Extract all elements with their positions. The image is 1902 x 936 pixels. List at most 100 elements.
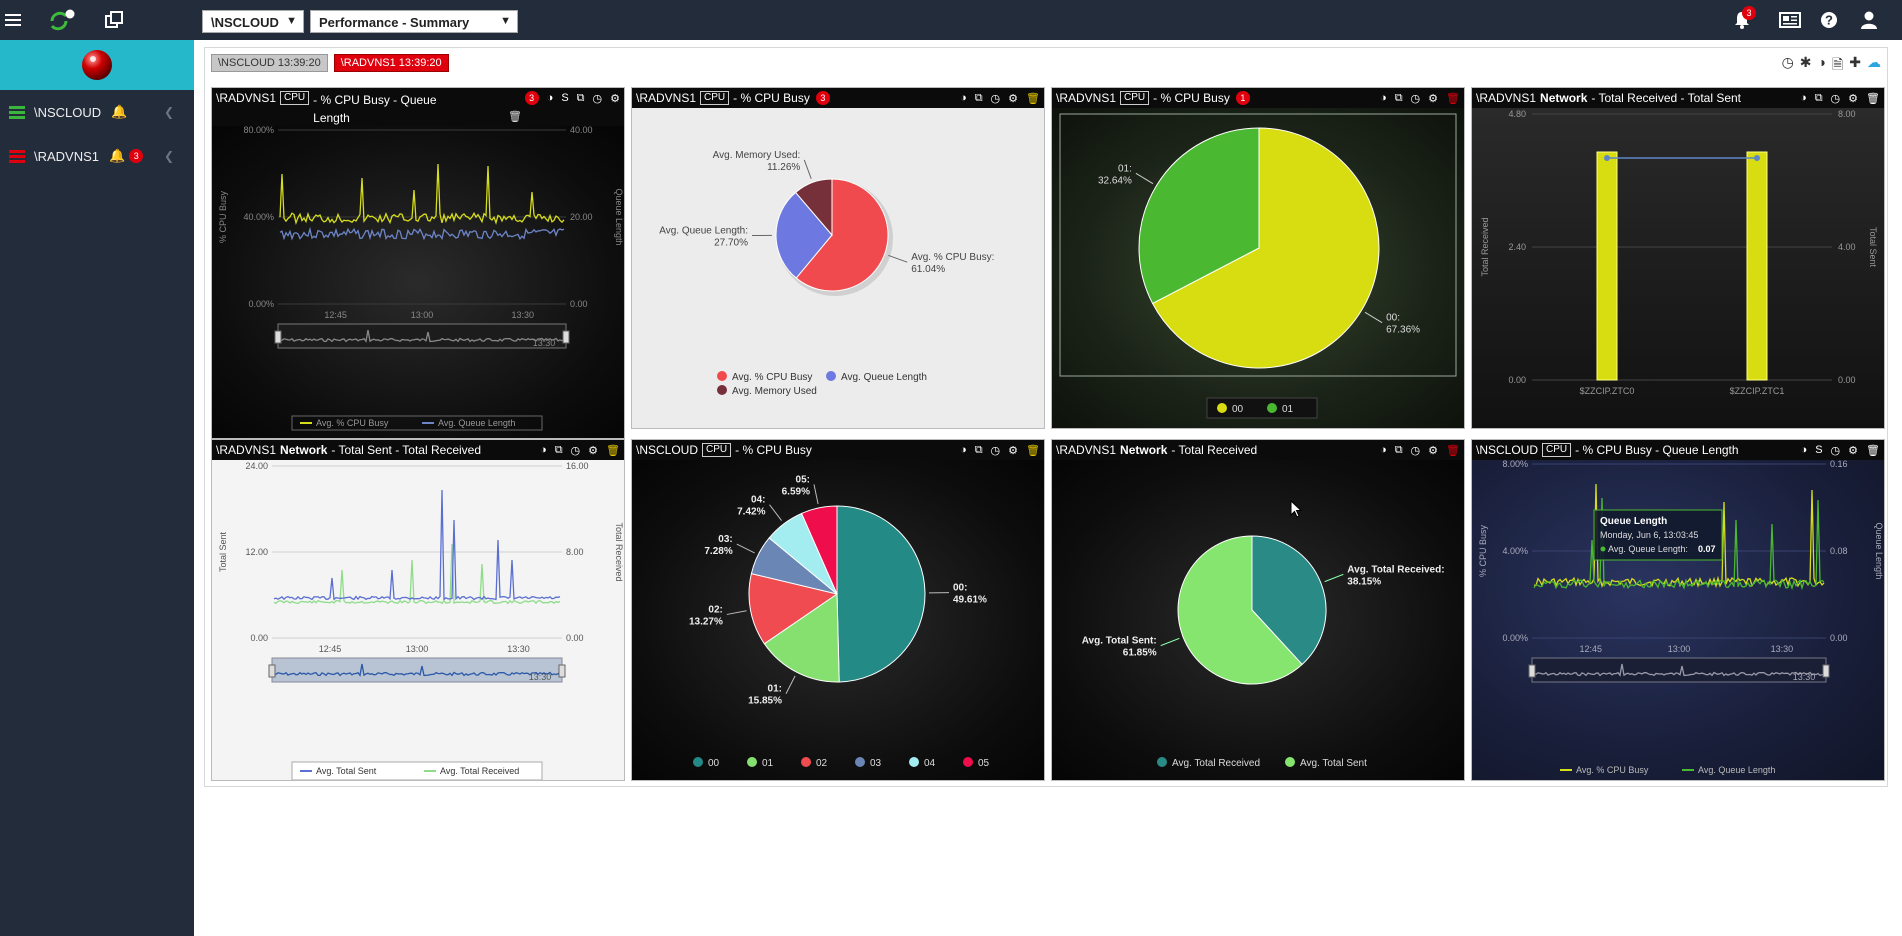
panel-tag: CPU [1542, 443, 1572, 457]
menu-icon[interactable] [2, 0, 24, 40]
navigator-line [1533, 663, 1825, 677]
chevron-left-icon[interactable]: ❮ [163, 105, 174, 119]
copy-windows-icon[interactable] [102, 0, 126, 40]
contrast-icon[interactable]: ◑ [1817, 54, 1826, 70]
cloud-icon[interactable]: ☁ [1867, 54, 1881, 70]
clock-icon[interactable]: ◷ [592, 92, 603, 105]
pie-leader [1135, 172, 1154, 185]
news-icon[interactable] [1776, 0, 1804, 40]
gear-icon[interactable]: ⚙ [588, 444, 599, 457]
contrast-icon[interactable]: ◑ [1800, 444, 1808, 456]
tab-nscloud[interactable]: \NSCLOUD 13:39:20 [211, 54, 328, 72]
refresh-icon[interactable] [46, 0, 76, 40]
clock-icon[interactable]: ◷ [1781, 54, 1794, 70]
mouse-cursor-icon [1290, 500, 1303, 518]
panel-header: \RADVNS1 CPU - % CPU Busy - Queue Length… [212, 88, 624, 126]
help-icon[interactable]: ? [1816, 0, 1842, 40]
trash-icon[interactable]: 🗑 [508, 111, 522, 123]
clock-icon[interactable]: ◷ [1410, 92, 1421, 105]
clock-icon[interactable]: ◷ [990, 92, 1001, 105]
copy-icon[interactable]: ⧉ [554, 443, 563, 456]
trash-icon[interactable]: 🗑 [1866, 92, 1880, 105]
pie-leader [1160, 637, 1180, 647]
panel-system: \NSCLOUD [636, 443, 699, 457]
pie-value: 6.59% [782, 486, 810, 497]
tooltip [1593, 509, 1723, 561]
sidebar-item-radvns1[interactable]: \RADVNS1 🔔 3 ❮ [0, 134, 194, 178]
view-select[interactable]: Performance - Summary ▼ [310, 10, 518, 33]
gear-icon[interactable]: ⚙ [1008, 92, 1019, 105]
legend-marker [855, 757, 865, 767]
notifications-button[interactable]: 3 [1728, 0, 1756, 40]
contrast-icon[interactable]: ◑ [1380, 444, 1387, 456]
clock-icon[interactable]: ◷ [1410, 444, 1421, 457]
contrast-icon[interactable]: ◑ [1380, 92, 1387, 104]
copy-icon[interactable]: ⧉ [974, 443, 983, 456]
gear-icon[interactable]: ⚙ [610, 92, 620, 105]
chevron-left-icon[interactable]: ❮ [163, 149, 174, 163]
gear-icon[interactable]: ⚙ [1848, 92, 1859, 105]
legend-label: Avg. % CPU Busy [316, 418, 389, 428]
navigator-handle-left [274, 330, 282, 344]
clock-icon[interactable]: ◷ [990, 444, 1001, 457]
trash-icon[interactable]: 🗑 [1026, 444, 1040, 457]
system-select[interactable]: \NSCLOUD ▼ [202, 10, 304, 33]
copy-icon[interactable]: ⧉ [1814, 91, 1823, 104]
trash-icon[interactable]: 🗑 [1866, 444, 1880, 457]
trash-icon[interactable]: 🗑 [1026, 92, 1040, 105]
y-right-tick: 20.00 [570, 212, 593, 222]
series-queue-length [279, 226, 565, 241]
document-icon[interactable]: 🗎 [1832, 56, 1844, 72]
gear-icon[interactable]: ✱ [1799, 54, 1812, 70]
s-toggle[interactable]: S [561, 92, 569, 104]
contrast-icon[interactable]: ◑ [540, 444, 547, 456]
copy-icon[interactable]: ⧉ [1394, 443, 1403, 456]
y-left-tick: 24.00 [245, 461, 268, 471]
contrast-icon[interactable]: ◑ [546, 92, 554, 104]
clock-icon[interactable]: ◷ [570, 444, 581, 457]
panel-system: \NSCLOUD [1476, 443, 1539, 457]
pie-value: 11.26% [767, 162, 800, 173]
copy-icon[interactable]: ⧉ [576, 91, 585, 104]
trash-icon[interactable]: 🗑 [1446, 92, 1460, 105]
tab-radvns1[interactable]: \RADVNS1 13:39:20 [333, 54, 449, 72]
panel-header: \RADVNS1 CPU - % CPU Busy 1 ◑ ⧉ ◷ ⚙ 🗑 [1052, 88, 1464, 108]
legend-label: Avg. Total Received [440, 766, 519, 776]
panel-cpu-busy-radvns1: \RADVNS1 CPU - % CPU Busy 3 ◑ ⧉ ◷ ⚙ 🗑 Av… [631, 87, 1045, 429]
gear-icon[interactable]: ⚙ [1848, 444, 1859, 457]
bar [1746, 151, 1768, 381]
add-icon[interactable]: ✚ [1849, 54, 1861, 70]
pie-slice-01 [763, 593, 840, 683]
panel-system: \RADVNS1 [1056, 91, 1117, 105]
trash-icon[interactable]: 🗑 [606, 444, 620, 457]
top-bar: \NSCLOUD ▼ Performance - Summary ▼ 3 ? [0, 0, 1902, 40]
notification-badge: 3 [1742, 6, 1756, 20]
clock-icon[interactable]: ◷ [1830, 444, 1841, 457]
server-green-icon [9, 106, 25, 119]
bell-icon[interactable]: 🔔 [109, 148, 126, 163]
panel-tools: ◑ ⧉ ◷ ⚙ 🗑 [1800, 88, 1880, 108]
copy-icon[interactable]: ⧉ [1394, 91, 1403, 104]
pie-leader [813, 484, 819, 505]
gear-icon[interactable]: ⚙ [1008, 444, 1019, 457]
trash-icon[interactable]: 🗑 [1446, 444, 1460, 457]
sidebar-item-nscloud[interactable]: \NSCLOUD 🔔 ❮ [0, 90, 194, 134]
panel-header: \NSCLOUD CPU - % CPU Busy - Queue Length… [1472, 440, 1884, 460]
copy-icon[interactable]: ⧉ [974, 91, 983, 104]
pie-chart-nscloud-processors: 00:49.61% 01:15.85% 02:13.27% 03:7.28% 04:7.… [689, 474, 990, 769]
contrast-icon[interactable]: ◑ [1800, 92, 1807, 104]
gear-icon[interactable]: ⚙ [1428, 92, 1439, 105]
legend-marker [801, 757, 811, 767]
navigator-label: 13:30 [529, 672, 552, 682]
pie-value: 49.61% [953, 595, 987, 606]
clock-icon[interactable]: ◷ [1830, 92, 1841, 105]
s-toggle[interactable]: S [1815, 444, 1823, 456]
contrast-icon[interactable]: ◑ [960, 92, 967, 104]
contrast-icon[interactable]: ◑ [960, 444, 967, 456]
pie-label: 01: [768, 684, 782, 695]
user-icon[interactable] [1856, 0, 1882, 40]
dashboard-frame: \NSCLOUD 13:39:20 \RADVNS1 13:39:20 ◷ ✱ … [204, 47, 1888, 787]
bell-icon[interactable]: 🔔 [111, 104, 128, 119]
gear-icon[interactable]: ⚙ [1428, 444, 1439, 457]
sidebar: \NSCLOUD 🔔 ❮ \RADVNS1 🔔 3 ❮ [0, 40, 194, 936]
